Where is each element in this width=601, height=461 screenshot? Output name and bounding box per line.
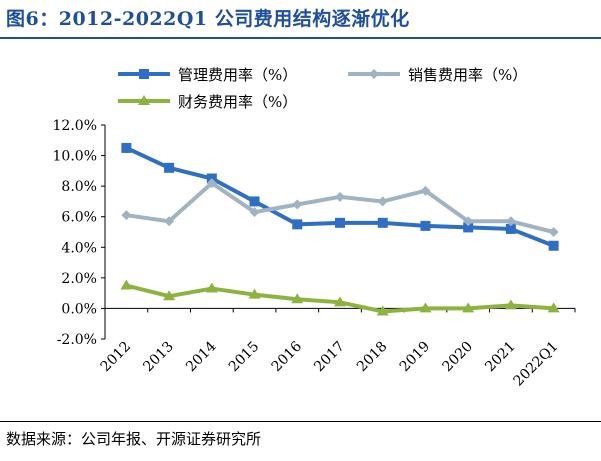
legend-swatch-marker — [138, 95, 150, 105]
figure-title: 图6：2012-2022Q1 公司费用结构逐渐优化 — [6, 8, 410, 30]
x-tick-label: 2018 — [354, 339, 391, 376]
data-point — [292, 199, 303, 210]
x-tick-label: 2012 — [98, 339, 135, 376]
y-tick-label: 6.0% — [61, 210, 97, 226]
legend-label: 销售费用率（%） — [408, 66, 527, 84]
data-point — [335, 191, 345, 202]
data-point — [377, 196, 388, 207]
x-tick-label: 2013 — [140, 339, 177, 376]
legend-label: 财务费用率（%） — [178, 93, 297, 111]
data-point — [376, 305, 389, 316]
data-point — [164, 216, 175, 227]
source-rule — [0, 421, 601, 422]
data-point — [205, 282, 218, 293]
legend-swatch-marker — [369, 69, 379, 79]
data-point — [505, 223, 516, 234]
y-axis: 12.0% 10.0% 8.0% 6.0% 4.0% 2.0% 0.0% -2.0% — [53, 118, 106, 348]
data-point — [163, 290, 176, 301]
x-tick-label: 2020 — [439, 339, 476, 376]
data-point — [548, 227, 559, 237]
y-tick-label: -2.0% — [57, 332, 97, 348]
data-point — [463, 216, 474, 227]
data-point — [121, 210, 132, 221]
line-chart: 管理费用率（%） 销售费用率（%） 财务费用率（%） 12.0% 10.0% 8.0% 6… — [53, 66, 576, 390]
legend-swatch-marker — [139, 69, 149, 79]
series-2 — [121, 178, 559, 237]
data-point — [164, 162, 175, 173]
x-tick-label: 2016 — [269, 338, 306, 375]
x-axis: 2012 2013 2014 2015 2016 2017 2018 2019 2020 2021… — [98, 307, 576, 390]
y-tick-label: 12.0% — [53, 118, 97, 134]
series-3 — [120, 279, 560, 316]
series-1 — [121, 142, 559, 251]
data-point — [419, 302, 432, 313]
x-tick-label: 2021 — [482, 339, 519, 376]
y-tick-label: 2.0% — [61, 271, 97, 287]
data-point — [248, 288, 261, 299]
y-tick-label: 4.0% — [61, 240, 97, 256]
y-tick-label: 0.0% — [61, 301, 97, 317]
data-point — [292, 219, 303, 230]
data-point — [335, 217, 345, 228]
legend-item: 销售费用率（%） — [348, 66, 527, 84]
legend: 管理费用率（%） 销售费用率（%） 财务费用率（%） — [118, 66, 527, 111]
x-tick-label: 2014 — [183, 338, 220, 375]
data-point — [377, 217, 388, 228]
y-tick-label: 10.0% — [53, 149, 97, 165]
legend-item: 管理费用率（%） — [118, 66, 297, 84]
data-point — [206, 178, 217, 189]
data-point — [504, 299, 517, 310]
x-tick-label: 2017 — [311, 339, 348, 376]
title-rule — [0, 37, 601, 39]
data-point — [462, 302, 475, 313]
data-point — [420, 185, 431, 196]
data-point — [121, 142, 132, 153]
y-tick-label: 8.0% — [61, 179, 97, 195]
data-point — [120, 279, 133, 290]
data-point — [249, 196, 260, 207]
data-point — [291, 293, 304, 304]
x-tick-label: 2019 — [397, 339, 434, 376]
data-point — [463, 222, 474, 233]
plot-area — [120, 142, 560, 316]
legend-label: 管理费用率（%） — [178, 66, 297, 84]
legend-item: 财务费用率（%） — [118, 93, 297, 111]
x-tick-label: 2015 — [226, 339, 263, 376]
data-point — [548, 240, 559, 251]
data-point — [505, 216, 516, 227]
data-point — [420, 220, 431, 231]
x-tick-label: 2022Q1 — [511, 339, 562, 390]
source-note: 数据来源：公司年报、开源证券研究所 — [6, 430, 262, 448]
data-point — [334, 296, 346, 307]
data-point — [547, 302, 560, 313]
data-point — [249, 207, 260, 218]
